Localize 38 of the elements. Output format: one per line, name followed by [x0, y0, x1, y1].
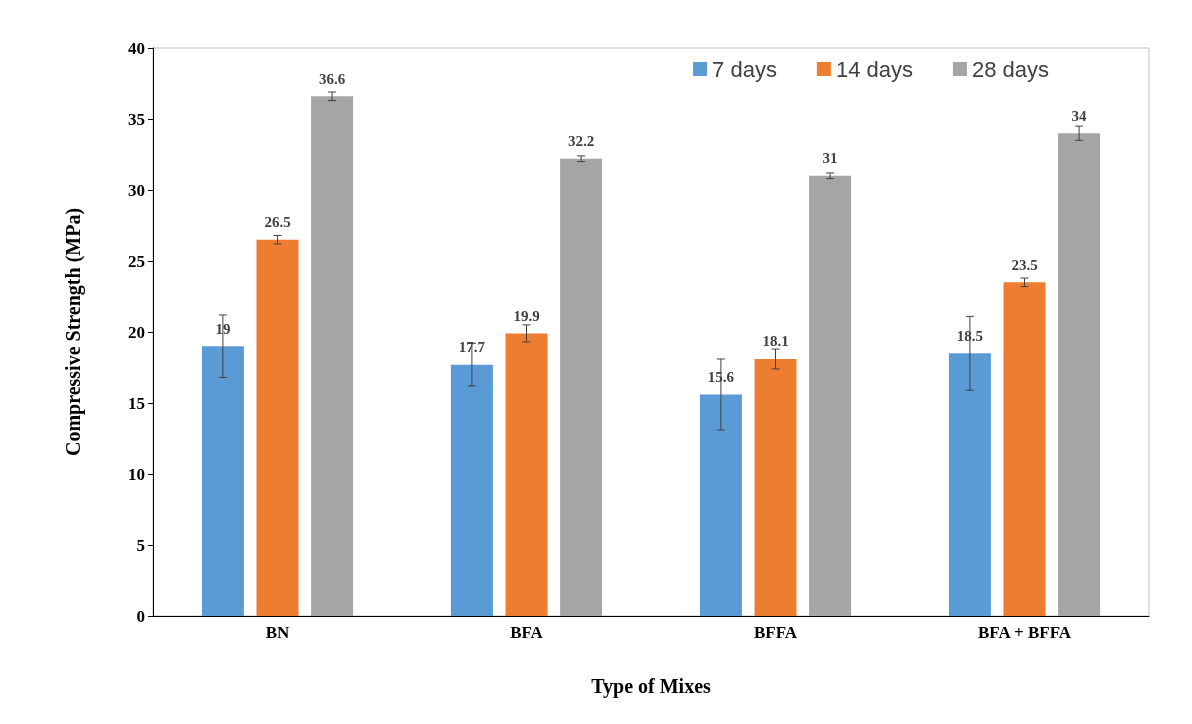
- x-tick-label: BFA + BFFA: [977, 623, 1072, 642]
- bar: [809, 175, 852, 616]
- y-tick-label: 10: [128, 464, 145, 484]
- legend-label: 7 days: [712, 56, 777, 82]
- legend-label: 14 days: [835, 56, 913, 82]
- y-tick-label: 35: [128, 109, 145, 129]
- legend-label: 28 days: [971, 56, 1050, 82]
- bar: [948, 353, 991, 616]
- x-tick-label: BFFA: [753, 623, 798, 642]
- data-label: 32.2: [567, 133, 595, 150]
- bar: [699, 394, 742, 616]
- y-tick-label: 5: [136, 535, 145, 555]
- bar: [450, 364, 493, 616]
- bar: [1003, 282, 1046, 616]
- bar: [311, 96, 354, 616]
- x-tick-label: BN: [265, 623, 291, 642]
- data-label: 19.9: [513, 307, 540, 324]
- bar: [1058, 133, 1101, 616]
- bar: [505, 333, 548, 616]
- data-label: 36.6: [318, 70, 346, 87]
- bar: [201, 346, 244, 616]
- x-axis-title: Type of Mixes: [591, 675, 712, 698]
- data-label: 34: [1071, 107, 1088, 124]
- y-tick-label: 20: [128, 322, 145, 342]
- bar: [754, 358, 797, 616]
- x-tick-label: BFA: [510, 623, 544, 642]
- data-label: 26.5: [264, 214, 291, 231]
- y-tick-label: 0: [136, 606, 145, 626]
- data-label: 23.5: [1011, 256, 1038, 273]
- y-tick-label: 15: [128, 393, 145, 413]
- y-tick-label: 40: [128, 38, 145, 58]
- bar: [560, 158, 603, 616]
- y-tick-label: 25: [128, 251, 145, 271]
- y-axis-title: Compressive Strength (MPa): [62, 207, 85, 457]
- y-tick-label: 30: [128, 180, 145, 200]
- data-label: 18.1: [762, 333, 789, 350]
- data-label: 31: [822, 150, 838, 167]
- bar: [256, 239, 299, 616]
